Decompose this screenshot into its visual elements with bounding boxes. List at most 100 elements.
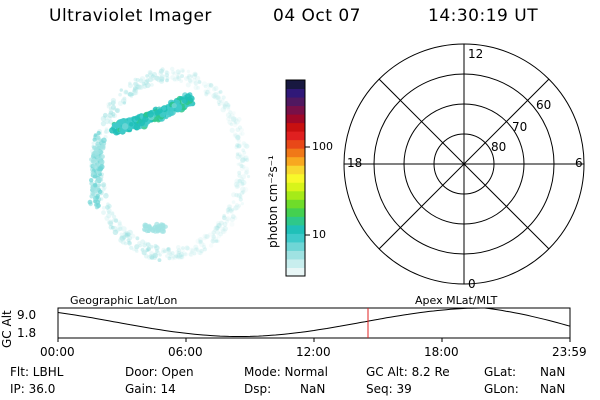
emission-pixel	[208, 83, 214, 89]
emission-pixel	[126, 232, 131, 237]
emission-pixel	[90, 159, 95, 164]
emission-pixel	[211, 93, 217, 99]
emission-pixel	[223, 101, 229, 107]
emission-pixel	[182, 101, 187, 106]
emission-pixel	[127, 117, 134, 125]
emission-pixel	[231, 208, 235, 212]
emission-pixel	[137, 124, 143, 130]
emission-pixel	[214, 239, 218, 243]
emission-pixel	[118, 237, 124, 243]
emission-pixel	[146, 111, 152, 118]
emission-pixel	[93, 153, 99, 158]
dsp-value: NaN	[300, 382, 326, 396]
emission-pixel	[189, 80, 193, 84]
emission-pixel	[165, 110, 172, 117]
emission-pixel	[178, 96, 185, 102]
instrument-title: Ultraviolet Imager	[49, 6, 212, 26]
emission-pixel	[129, 122, 136, 129]
emission-pixel	[155, 116, 162, 123]
emission-pixel	[159, 76, 165, 82]
emission-pixel	[92, 170, 97, 175]
emission-pixel	[149, 110, 156, 117]
emission-pixel	[168, 254, 173, 259]
emission-pixel	[132, 247, 136, 252]
emission-pixel	[138, 243, 143, 248]
emission-pixel	[166, 104, 174, 112]
emission-pixel	[97, 157, 103, 164]
emission-pixel	[238, 162, 243, 167]
apex-caption: Apex MLat/MLT	[415, 294, 498, 307]
emission-pixel	[112, 214, 117, 219]
emission-pixel	[161, 223, 166, 228]
emission-pixel	[146, 118, 152, 124]
emission-pixel	[145, 242, 151, 248]
emission-pixel	[228, 110, 233, 115]
emission-pixel	[236, 143, 242, 149]
emission-pixel	[239, 164, 244, 168]
emission-pixel	[92, 145, 97, 151]
emission-pixel	[94, 196, 98, 200]
emission-pixel	[173, 105, 181, 113]
emission-pixel	[179, 96, 186, 103]
emission-pixel	[88, 201, 93, 207]
emission-pixel	[174, 101, 182, 108]
emission-pixel	[112, 122, 118, 128]
emission-pixel	[183, 252, 188, 257]
emission-pixel	[214, 237, 219, 241]
emission-pixel	[90, 170, 95, 175]
emission-pixel	[99, 159, 104, 164]
emission-pixel	[202, 245, 207, 249]
x-tick-label: 23:59	[552, 345, 587, 359]
emission-pixel	[240, 202, 244, 206]
geographic-caption: Geographic Lat/Lon	[70, 294, 178, 307]
emission-pixel	[239, 127, 244, 133]
emission-pixel	[225, 217, 230, 222]
emission-pixel	[235, 134, 241, 140]
emission-pixel	[175, 69, 181, 75]
emission-pixel	[211, 239, 216, 243]
emission-pixel	[147, 70, 153, 75]
emission-pixel	[239, 176, 244, 182]
emission-pixel	[165, 104, 171, 110]
emission-pixel	[95, 177, 100, 182]
emission-pixel	[187, 92, 193, 98]
emission-pixel	[127, 92, 132, 97]
emission-pixel	[172, 255, 178, 260]
emission-pixel	[233, 121, 237, 125]
emission-pixel	[232, 111, 236, 115]
emission-pixel	[91, 173, 96, 178]
emission-pixel	[132, 124, 137, 129]
emission-pixel	[222, 104, 227, 110]
emission-pixel	[152, 252, 159, 259]
emission-pixel	[98, 172, 102, 177]
emission-pixel	[138, 119, 144, 125]
emission-pixel	[215, 95, 221, 101]
emission-pixel	[190, 74, 194, 78]
emission-pixel	[226, 116, 231, 122]
emission-pixel	[235, 135, 241, 141]
emission-pixel	[166, 250, 172, 255]
emission-pixel	[125, 233, 129, 237]
emission-pixel	[157, 108, 163, 114]
emission-pixel	[99, 158, 104, 163]
emission-pixel	[243, 166, 250, 172]
emission-pixel	[89, 178, 94, 183]
emission-pixel	[176, 252, 181, 257]
emission-pixel	[149, 109, 154, 115]
emission-pixel	[176, 76, 182, 81]
emission-pixel	[181, 103, 188, 111]
emission-pixel	[150, 228, 156, 234]
emission-pixel	[133, 117, 138, 123]
emission-pixel	[166, 247, 170, 251]
emission-pixel	[93, 199, 97, 204]
emission-pixel	[136, 115, 142, 121]
emission-pixel	[120, 118, 128, 125]
emission-pixel	[197, 80, 202, 84]
emission-pixel	[94, 150, 99, 154]
emission-pixel	[100, 145, 106, 151]
emission-pixel	[142, 116, 149, 123]
emission-pixel	[155, 114, 163, 122]
emission-pixel	[240, 186, 246, 193]
emission-pixel	[157, 224, 163, 230]
